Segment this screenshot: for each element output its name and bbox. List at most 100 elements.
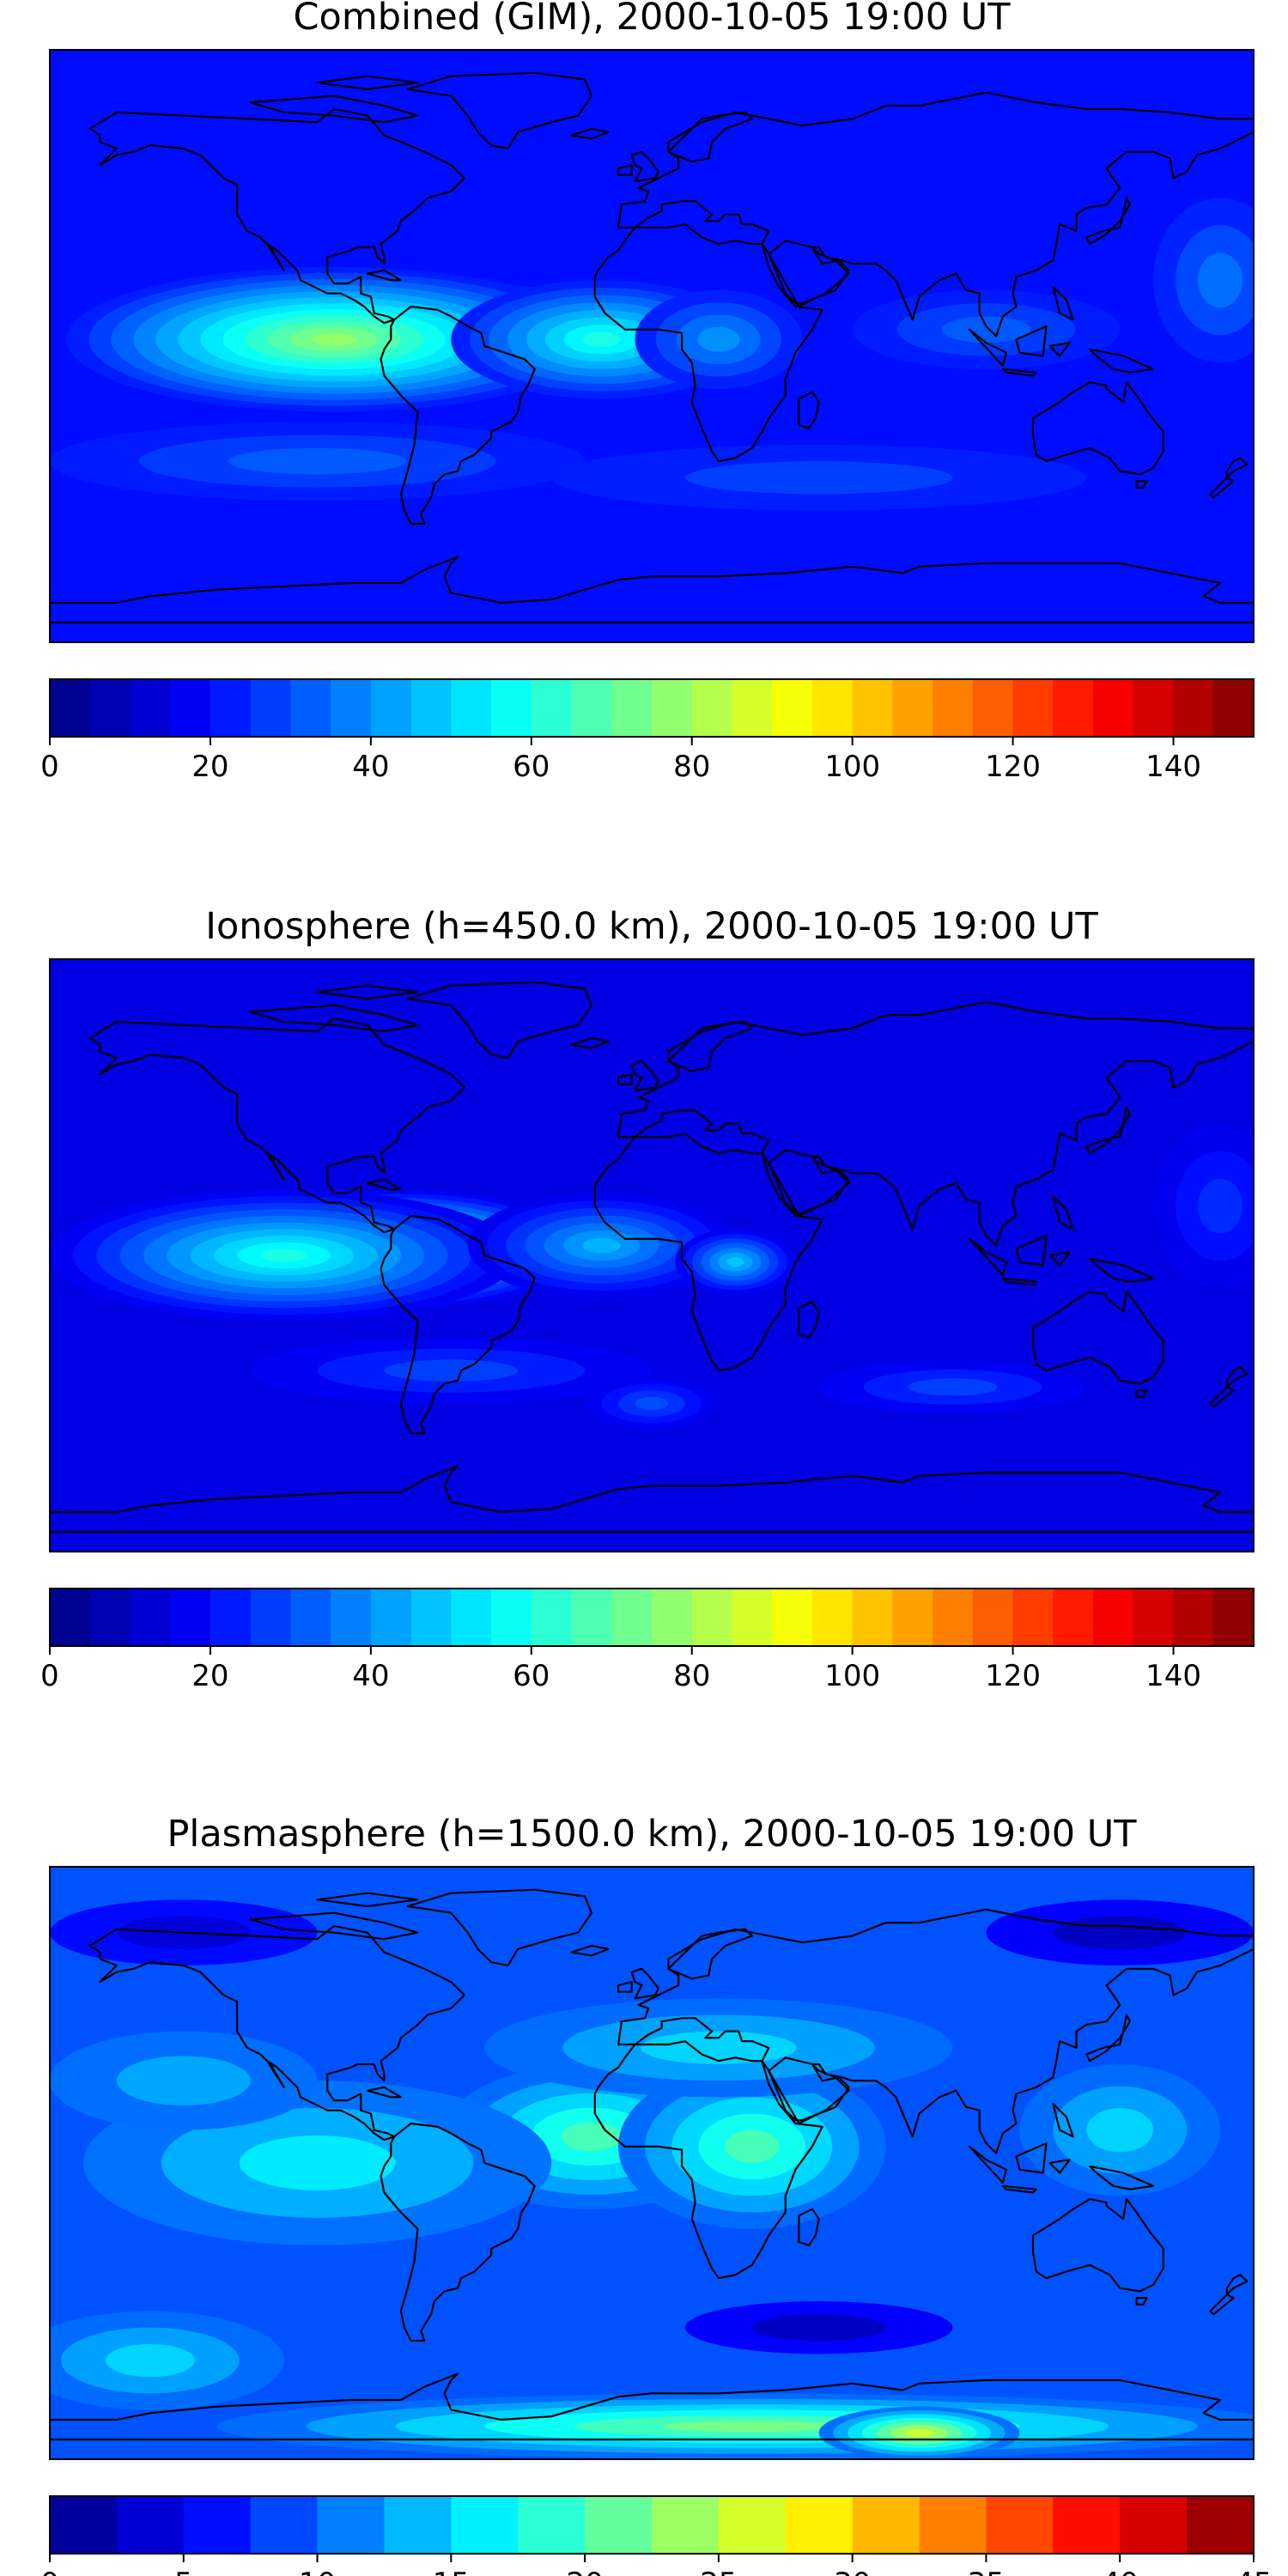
contour-band — [904, 2428, 934, 2437]
colorbar-segment — [1053, 679, 1094, 737]
colorbar-segment — [370, 1589, 412, 1646]
colorbar-segment — [785, 2496, 854, 2554]
colorbar-segment — [531, 679, 573, 737]
colorbar-segment — [250, 679, 291, 737]
colorbar-segment — [491, 679, 532, 737]
colorbar-segment — [652, 679, 693, 737]
colorbar-segment — [170, 679, 211, 737]
colorbar-segment — [410, 1589, 452, 1646]
colorbar-segment — [1120, 2496, 1188, 2554]
colorbar-segment — [811, 679, 854, 737]
colorbar-segment — [1053, 1589, 1094, 1646]
colorbar-segment — [50, 679, 91, 737]
colorbar-segment — [331, 1589, 372, 1646]
contour-band — [582, 331, 621, 347]
colorbar-tick-label: 15 — [433, 2567, 470, 2576]
colorbar-segment — [892, 679, 933, 737]
field-contours — [50, 959, 1254, 1552]
colorbar-segment — [116, 2496, 185, 2554]
panel-3: Plasmasphere (h=1500.0 km), 2000-10-05 1… — [40, 1813, 1272, 2576]
colorbar-segment — [1133, 679, 1175, 737]
panel-title: Ionosphere (h=450.0 km), 2000-10-05 19:0… — [205, 905, 1098, 948]
colorbar-segment — [972, 679, 1014, 737]
colorbar-segment — [1173, 679, 1214, 737]
colorbar-segment — [652, 2496, 720, 2554]
colorbar-segment — [611, 1589, 653, 1646]
colorbar-segment — [772, 1589, 813, 1646]
colorbar-segment — [611, 679, 653, 737]
contour-band — [239, 2136, 396, 2190]
colorbar-segment — [1093, 679, 1134, 737]
colorbar-segment — [732, 679, 773, 737]
colorbar-segment — [852, 679, 893, 737]
contour-band — [561, 2122, 622, 2152]
colorbar-segment — [718, 2496, 787, 2554]
contour-band — [1198, 252, 1243, 308]
colorbar-tick-label: 120 — [985, 1659, 1041, 1693]
colorbar-segment — [1133, 1589, 1175, 1646]
colorbar-segment — [410, 679, 452, 737]
colorbar-segment — [986, 2496, 1054, 2554]
panel-1: Combined (GIM), 2000-10-05 19:00 UT 0 20 40… — [40, 0, 1255, 784]
colorbar-tick-label: 40 — [352, 750, 389, 784]
contour-band — [116, 2056, 251, 2105]
colorbar-tick-label: 20 — [191, 1659, 228, 1693]
colorbar-tick-label: 25 — [700, 2567, 737, 2576]
colorbar-segment — [933, 679, 974, 737]
contour-band — [751, 2314, 886, 2342]
colorbar-tick-label: 100 — [824, 750, 880, 784]
colorbar-tick-label: 100 — [824, 1659, 880, 1693]
contour-band — [1053, 1916, 1188, 1949]
colorbar-segment — [691, 1589, 733, 1646]
contour-band — [105, 2343, 195, 2378]
contour-band — [384, 1359, 519, 1382]
colorbar-tick-label: 0 — [40, 1659, 59, 1693]
colorbar-segment — [892, 1589, 933, 1646]
colorbar-segment — [811, 1589, 854, 1646]
colorbar-segment — [384, 2496, 452, 2554]
colorbar-segment — [89, 679, 131, 737]
colorbar-segment — [1213, 1589, 1255, 1646]
colorbar-segment — [585, 2496, 653, 2554]
colorbar-segment — [130, 679, 171, 737]
colorbar-segment — [1187, 2496, 1255, 2554]
contour-band — [684, 461, 953, 495]
colorbar-segment — [290, 679, 331, 737]
colorbar-segment — [571, 1589, 612, 1646]
colorbar-tick-label: 35 — [968, 2567, 1005, 2576]
contour-band — [641, 2031, 797, 2064]
colorbar-segment — [1053, 2496, 1121, 2554]
contour-band — [725, 2129, 779, 2163]
colorbar-tick-label: 60 — [513, 750, 550, 784]
panel-title: Plasmasphere (h=1500.0 km), 2000-10-05 1… — [167, 1813, 1137, 1856]
colorbar-segment — [691, 679, 733, 737]
colorbar-segment — [1173, 1589, 1214, 1646]
contour-band — [635, 1396, 669, 1411]
colorbar-segment — [919, 2496, 987, 2554]
colorbar-segment — [89, 1589, 131, 1646]
colorbar-tick-label: 20 — [566, 2567, 603, 2576]
colorbar-segment — [852, 2496, 920, 2554]
colorbar-segment — [183, 2496, 252, 2554]
colorbar-tick-label: 0 — [40, 2567, 59, 2576]
colorbar-tick-label: 140 — [1145, 1659, 1201, 1693]
colorbar-frame — [49, 678, 1255, 738]
colorbar-tick-label: 0 — [40, 750, 59, 784]
colorbar-segment — [317, 2496, 386, 2554]
colorbar-tick-label: 40 — [352, 1659, 389, 1693]
colorbar: 0 20 40 60 80 100 120 140 — [40, 1588, 1255, 1693]
colorbar-segment — [50, 1589, 91, 1646]
colorbar-segment — [732, 1589, 773, 1646]
contour-band — [260, 1249, 307, 1262]
colorbar-segment — [370, 679, 412, 737]
field-contours — [50, 50, 1254, 642]
colorbar-segment — [1213, 679, 1255, 737]
colorbar-segment — [250, 2496, 319, 2554]
colorbar-tick-label: 140 — [1145, 750, 1201, 784]
colorbar-tick-label: 30 — [834, 2567, 871, 2576]
colorbar-frame — [49, 1588, 1255, 1647]
contour-band — [908, 1378, 998, 1396]
map-area — [49, 49, 1255, 643]
colorbar-segment — [972, 1589, 1014, 1646]
contour-band — [1086, 2108, 1154, 2153]
